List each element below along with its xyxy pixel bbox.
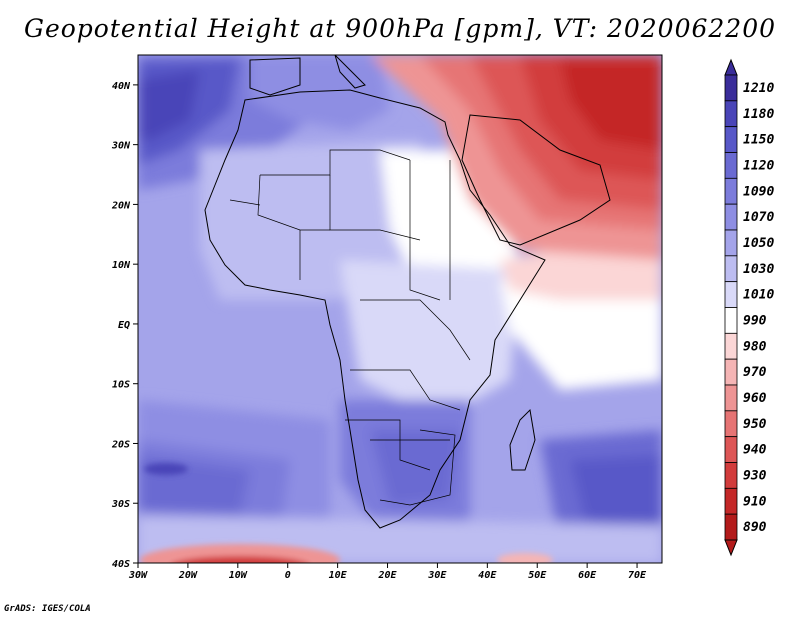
colorbar-label: 1090: [743, 184, 774, 199]
lat-tick-label: EQ: [118, 320, 130, 331]
iberia-coastline: [249, 57, 301, 96]
lat-tick-label: 30N: [111, 141, 131, 152]
colorbar-label: 980: [743, 339, 767, 354]
lon-tick-label: 30E: [427, 570, 447, 581]
lon-tick-label: 0: [285, 570, 291, 581]
lon-tick-label: 10E: [329, 570, 348, 581]
arabia-coastline: [461, 114, 611, 246]
lat-tick-label: 40S: [112, 559, 130, 570]
colorbar-label: 1180: [743, 107, 774, 122]
colorbar-label: 940: [743, 443, 767, 458]
lat-tick-label: 20S: [111, 439, 130, 450]
lon-tick-label: 10W: [229, 570, 248, 581]
africa-coastline: [204, 89, 546, 529]
colorbar-swatch: [724, 358, 738, 386]
colorbar-swatch: [724, 384, 738, 412]
colorbar-label: 1070: [743, 210, 774, 225]
colorbar-swatch: [724, 307, 738, 334]
lon-tick-label: 50E: [528, 570, 547, 581]
colorbar-label: 1150: [743, 133, 774, 148]
chart-title: Geopotential Height at 900hPa [gpm], VT:…: [23, 14, 777, 43]
latitude-axis: 40N 30N 20N 10N EQ 10S 20S 30S 40S: [111, 81, 138, 570]
contour-field: [138, 55, 662, 563]
lon-tick-label: 60E: [578, 570, 597, 581]
italy-coastline: [334, 55, 366, 89]
colorbar-swatch: [724, 410, 738, 438]
colorbar-label: 970: [743, 365, 767, 380]
lon-tick-label: 70E: [628, 570, 647, 581]
colorbar-swatch: [724, 126, 738, 153]
colorbar-swatch: [724, 152, 738, 179]
colorbar-label: 1120: [743, 158, 774, 173]
lat-tick-label: 10S: [112, 380, 130, 391]
colorbar-label: 950: [743, 417, 767, 432]
colorbar-top-arrow: [724, 58, 738, 76]
lon-tick-label: 30W: [128, 570, 148, 581]
colorbar-swatch: [724, 74, 738, 102]
colorbar-swatch: [724, 513, 738, 541]
colorbar-label: 1030: [743, 262, 774, 277]
coastlines: [204, 55, 611, 529]
longitude-axis: 30W 20W 10W 0 10E 20E 30E 40E 50E 60E 70E: [128, 563, 647, 581]
colorbar-label: 890: [743, 520, 767, 535]
colorbar-swatch: [724, 487, 738, 515]
colorbar-swatch: [724, 203, 738, 231]
colorbar-label: 910: [743, 494, 767, 509]
colorbar-swatch: [724, 462, 738, 489]
lon-tick-label: 40E: [478, 570, 497, 581]
colorbar: 1210 1180 1150 1120 1090 1070 1050 1030 1010 990 9…: [724, 58, 774, 557]
colorbar-swatch: [724, 177, 738, 205]
colorbar-label: 930: [743, 468, 767, 483]
colorbar-label: 990: [743, 313, 767, 328]
lat-tick-label: 20N: [111, 200, 131, 211]
lat-tick-label: 30S: [111, 499, 130, 510]
colorbar-label: 960: [743, 391, 767, 406]
colorbar-swatch: [724, 229, 738, 257]
grads-credit: GrADS: IGES/COLA: [4, 604, 91, 614]
country-borders: [229, 149, 471, 506]
colorbar-swatch: [724, 255, 738, 283]
madagascar-coastline: [509, 408, 536, 471]
lon-tick-label: 20E: [377, 570, 397, 581]
colorbar-swatch: [724, 100, 738, 128]
colorbar-swatch: [724, 436, 738, 463]
map-frame: [137, 54, 663, 564]
lat-tick-label: 40N: [112, 81, 131, 92]
colorbar-label: 1010: [743, 288, 774, 303]
colorbar-swatch: [724, 281, 738, 308]
colorbar-bottom-arrow: [724, 539, 738, 557]
colorbar-label: 1050: [743, 236, 774, 251]
lon-tick-label: 20W: [178, 570, 198, 581]
colorbar-label: 1210: [743, 81, 774, 96]
lat-tick-label: 10N: [112, 260, 131, 271]
colorbar-swatch: [724, 332, 738, 360]
